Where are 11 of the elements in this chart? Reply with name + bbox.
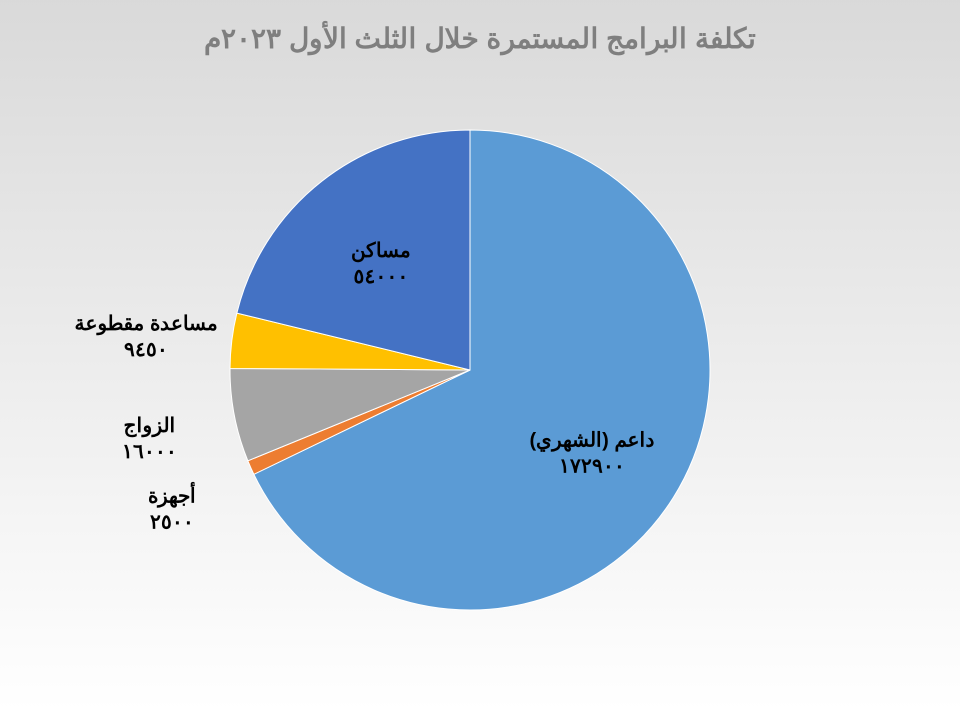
data-label: ٥٤٠٠٠ [354, 266, 409, 288]
data-label: ٩٤٥٠ [124, 338, 168, 361]
data-label: ٢٥٠٠ [150, 512, 194, 534]
slice-label: مساعدة مقطوعة [74, 312, 218, 336]
slice-label: أجهزة [148, 482, 196, 509]
slice-label: مساكن [351, 240, 412, 263]
data-label: ١٦٠٠٠ [122, 440, 178, 463]
slice-label: داعم (الشهري) [530, 430, 654, 453]
data-label: ١٧٢٩٠٠ [558, 456, 625, 478]
slice-label: الزواج [124, 414, 176, 438]
chart-title: تكلفة البرامج المستمرة خلال الثلث الأول ٢٠٢٣م [204, 21, 756, 56]
